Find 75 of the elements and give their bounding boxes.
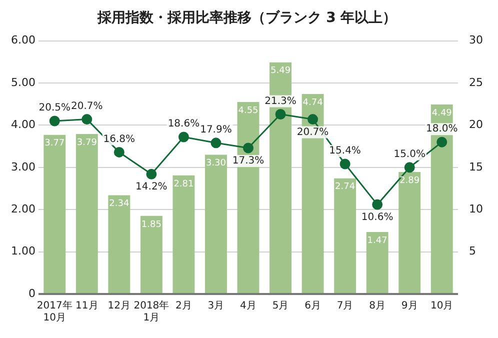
data-label: 18.0% <box>426 124 458 135</box>
data-label: 21.3% <box>264 96 296 107</box>
point <box>275 108 286 120</box>
data-label: 20.5% <box>38 102 71 114</box>
data-label: 4.55 <box>238 106 258 116</box>
point <box>404 162 415 173</box>
data-label: 5.49 <box>270 66 291 76</box>
x-tick-label: 10月 <box>430 300 454 312</box>
y2-tick-label: 15 <box>469 160 484 174</box>
data-label: 17.3% <box>232 156 264 167</box>
bar <box>334 178 356 293</box>
data-label: 18.6% <box>168 118 200 130</box>
y-tick-label: 3.00 <box>10 160 36 174</box>
bar <box>140 216 162 293</box>
data-label: 2.34 <box>109 199 130 210</box>
bar <box>44 134 66 293</box>
bar <box>205 154 227 293</box>
data-label: 4.49 <box>432 108 452 118</box>
point <box>340 158 350 170</box>
y2-tick-label: 5 <box>469 244 476 258</box>
x-tick-label: 6月 <box>304 300 321 312</box>
chart-title: 採用指数・採用比率推移（ブランク 3 年以上） <box>96 9 397 26</box>
data-label: 20.7% <box>296 126 329 138</box>
x-tick-label: 11月 <box>76 300 98 312</box>
data-label: 1.85 <box>141 220 162 230</box>
data-label: 16.8% <box>103 134 136 145</box>
point <box>210 138 222 148</box>
y2-tick-label: 20 <box>469 118 484 132</box>
x-tick-label: 3月 <box>208 300 224 312</box>
data-label: 15.4% <box>329 146 361 157</box>
data-label: 4.74 <box>302 98 324 108</box>
x-tick-label: 4月 <box>240 300 256 312</box>
x-tick-label: 7月 <box>336 300 354 312</box>
data-label: 2.74 <box>335 182 356 192</box>
point <box>82 114 92 125</box>
y-tick-label: 4.00 <box>10 118 36 132</box>
data-label: 2.81 <box>174 179 194 190</box>
y-tick-label: 1.00 <box>10 244 36 258</box>
x-tick-label: 5月 <box>272 300 289 312</box>
y2-tick-label: 10 <box>469 202 484 216</box>
data-label: 20.7% <box>71 100 103 112</box>
point <box>308 114 318 125</box>
data-label: 15.0% <box>394 148 426 160</box>
x-tick-label: 8月 <box>369 300 386 312</box>
y2-tick-label: 25 <box>469 76 484 89</box>
point <box>146 168 157 180</box>
x-tick-label: 9月 <box>401 300 418 312</box>
data-label: 2.89 <box>400 176 420 186</box>
data-label: 17.9% <box>200 124 232 136</box>
bar <box>398 172 421 293</box>
x-tick-label: 2月 <box>176 300 192 312</box>
data-label: 14.2% <box>136 182 168 193</box>
x-tick-label: 2018年 1月 <box>134 300 170 324</box>
point <box>178 132 189 142</box>
y-tick-label: 0 <box>28 286 36 300</box>
point <box>436 136 448 148</box>
bar <box>76 134 98 293</box>
point <box>114 146 124 158</box>
x-tick-label: 2017年 10月 <box>36 300 72 324</box>
data-label: 10.6% <box>361 212 394 224</box>
bar <box>366 232 388 293</box>
y-tick-label: 2.00 <box>10 202 36 216</box>
point <box>243 142 254 154</box>
bar <box>172 175 195 293</box>
bar <box>108 195 130 293</box>
data-label: 1.47 <box>367 236 388 246</box>
data-label: 3.77 <box>44 138 65 149</box>
x-tick-label: 12月 <box>108 300 131 312</box>
y-tick-label: 5.00 <box>10 76 36 89</box>
y-tick-label: 6.00 <box>10 34 36 47</box>
point <box>49 116 60 126</box>
data-label: 3.30 <box>206 158 226 169</box>
point <box>372 199 383 210</box>
data-label: 3.79 <box>76 138 98 148</box>
y2-tick-label: 30 <box>469 34 484 47</box>
